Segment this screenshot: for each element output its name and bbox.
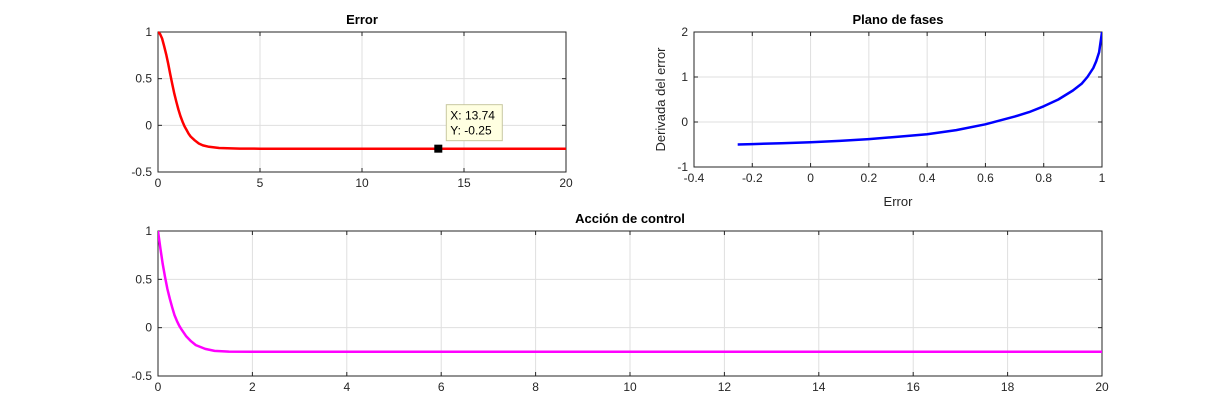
y-tick-label: 0.5 <box>135 72 152 86</box>
x-tick-label: 10 <box>355 176 369 190</box>
x-tick-label: 0.4 <box>919 171 936 185</box>
y-tick-label: 2 <box>681 25 688 39</box>
chart-title: Acción de control <box>575 211 685 226</box>
y-tick-label: -0.5 <box>131 369 152 383</box>
x-tick-label: 15 <box>457 176 471 190</box>
y-tick-label: 1 <box>145 25 152 39</box>
x-tick-label: 0 <box>155 176 162 190</box>
x-tick-label: 0.6 <box>977 171 994 185</box>
series-line-phase <box>737 31 1102 146</box>
y-tick-label: 0 <box>145 118 152 132</box>
datatip-y-text: Y: -0.25 <box>450 124 492 138</box>
axes-phase: -0.4 -0.2 0 0.2 0.4 0.6 0.8 1 -1 0 1 2 Plano de fase… <box>653 12 1106 209</box>
x-tick-label: 0 <box>155 380 162 394</box>
x-tick-label: 18 <box>1001 380 1015 394</box>
datatip-x-text: X: 13.74 <box>450 109 495 123</box>
x-tick-label: 5 <box>257 176 264 190</box>
chart-title: Plano de fases <box>852 12 943 27</box>
plot-area <box>694 32 1102 167</box>
x-tick-label: 12 <box>718 380 732 394</box>
y-tick-label: -0.5 <box>131 165 152 179</box>
x-tick-label: -0.4 <box>684 171 705 185</box>
axes-box <box>693 31 1103 168</box>
x-tick-label: 0.2 <box>861 171 878 185</box>
datatip-marker <box>434 144 443 153</box>
y-tick-label: 0 <box>681 115 688 129</box>
x-tick-label: 10 <box>623 380 637 394</box>
x-tick-label: 0 <box>807 171 814 185</box>
x-tick-label: 16 <box>907 380 921 394</box>
x-tick-label: 6 <box>438 380 445 394</box>
x-tick-label: 20 <box>1095 380 1109 394</box>
x-tick-label: 8 <box>532 380 539 394</box>
x-tick-label: -0.2 <box>742 171 763 185</box>
y-tick-label: 0 <box>145 321 152 335</box>
x-tick-label: 4 <box>343 380 350 394</box>
series-line-control <box>158 230 1102 354</box>
y-tick-label: -1 <box>677 160 688 174</box>
y-tick-label: 0.5 <box>135 272 152 286</box>
x-tick-label: 0.8 <box>1035 171 1052 185</box>
y-axis-label: Derivada del error <box>653 47 668 152</box>
datatip-box <box>445 104 503 142</box>
x-tick-label: 14 <box>812 380 826 394</box>
y-tick-label: 1 <box>681 70 688 84</box>
x-tick-label: 1 <box>1099 171 1106 185</box>
x-tick-label: 2 <box>249 380 256 394</box>
chart-title: Error <box>346 12 378 27</box>
series-line-error <box>158 31 566 150</box>
x-axis-label: Error <box>884 194 914 209</box>
x-tick-label: 20 <box>559 176 573 190</box>
y-tick-label: 1 <box>145 224 152 238</box>
